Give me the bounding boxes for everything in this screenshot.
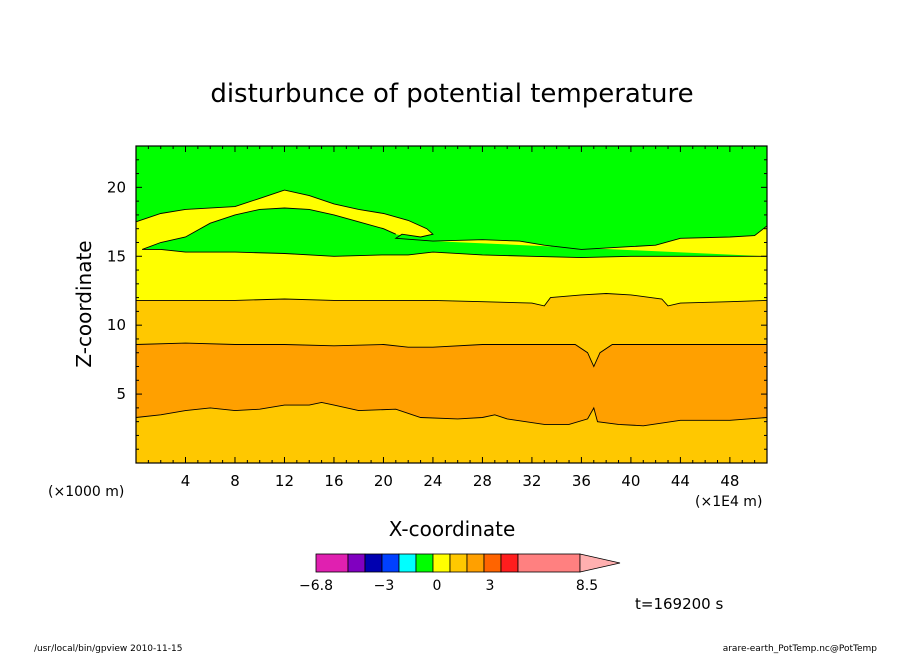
colorbar-label: 0	[433, 578, 442, 594]
x-tick-label: 44	[671, 472, 690, 490]
y-axis-label: Z-coordinate	[72, 240, 96, 367]
colorbar-label: 8.5	[576, 578, 598, 594]
contour-line-c3	[136, 293, 768, 307]
x-tick-label: 36	[572, 472, 591, 490]
x-tick-label: 4	[181, 472, 191, 490]
time-label: t=169200 s	[635, 595, 723, 613]
y-tick-label: 10	[107, 316, 126, 334]
contour-line-c2	[135, 342, 767, 368]
colorbar-swatch	[500, 553, 519, 573]
x-tick-label: 20	[374, 472, 393, 490]
colorbar-arrow	[579, 553, 621, 573]
x-unit-label: (×1E4 m)	[695, 494, 762, 510]
level-fill-3b	[136, 249, 767, 306]
x-tick-label: 48	[720, 472, 739, 490]
colorbar-label: −6.8	[299, 578, 333, 594]
y-tick-label: 20	[107, 178, 126, 196]
colorbar-swatch	[483, 553, 502, 573]
contour-line-c1	[135, 401, 768, 427]
contour-line-c4	[135, 189, 768, 250]
y-tick-label: 5	[116, 385, 126, 403]
colorbar-swatch	[315, 553, 349, 573]
colorbar-swatch	[398, 553, 417, 573]
colorbar: −6.8 −3 0 3 8.5	[299, 553, 621, 594]
x-tick-label: 28	[473, 472, 492, 490]
level-fill-1	[136, 343, 767, 426]
colorbar-swatch	[449, 553, 468, 573]
contour-line-c6	[142, 207, 396, 250]
colorbar-label: −3	[374, 578, 395, 594]
x-axis-label: X-coordinate	[389, 517, 516, 541]
x-tick-label: 12	[275, 472, 294, 490]
footer-right: arare-earth_PotTemp.nc@PotTemp	[723, 644, 878, 654]
contour-lines	[135, 189, 768, 427]
x-tick-label: 32	[522, 472, 541, 490]
x-tick-label: 40	[621, 472, 640, 490]
colorbar-swatch	[347, 553, 366, 573]
x-tick-label: 8	[230, 472, 240, 490]
y-unit-label: (×1000 m)	[48, 484, 124, 500]
footer-left: /usr/local/bin/gpview 2010-11-15	[34, 644, 182, 654]
colorbar-label: 3	[486, 578, 495, 594]
chart-title: disturbunce of potential temperature	[210, 79, 693, 109]
y-axis: 5 10 15 20	[107, 159, 767, 450]
x-tick-label: 16	[324, 472, 343, 490]
colorbar-swatch	[381, 553, 400, 573]
colorbar-swatch	[364, 553, 383, 573]
colorbar-swatch	[415, 553, 434, 573]
contour-line-c5	[142, 248, 767, 259]
x-axis: 4 8 12 16 20 24 28 32 36 40 44 48	[147, 146, 756, 490]
y-tick-label: 15	[107, 247, 126, 265]
level-fill-4b	[142, 208, 767, 258]
colorbar-swatch	[466, 553, 485, 573]
colorbar-swatch	[517, 553, 581, 573]
level-fill-4	[136, 146, 767, 250]
x-tick-label: 24	[423, 472, 442, 490]
plot-frame	[135, 145, 768, 464]
colorbar-swatch	[432, 553, 451, 573]
